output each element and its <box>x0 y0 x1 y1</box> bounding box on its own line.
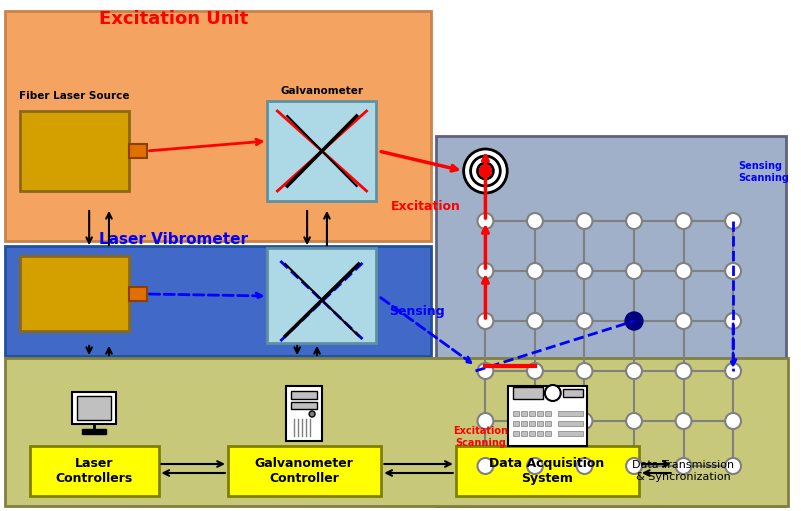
FancyBboxPatch shape <box>129 287 147 301</box>
Circle shape <box>477 363 493 379</box>
FancyBboxPatch shape <box>545 431 551 436</box>
Circle shape <box>577 213 593 229</box>
FancyBboxPatch shape <box>545 421 551 426</box>
FancyBboxPatch shape <box>286 386 322 441</box>
Text: Galvanometer: Galvanometer <box>280 86 364 96</box>
Circle shape <box>527 413 543 429</box>
FancyBboxPatch shape <box>521 411 527 416</box>
FancyBboxPatch shape <box>557 431 582 436</box>
FancyBboxPatch shape <box>30 446 159 496</box>
Circle shape <box>577 413 593 429</box>
Circle shape <box>527 213 543 229</box>
FancyBboxPatch shape <box>513 421 519 426</box>
Circle shape <box>309 411 315 417</box>
FancyBboxPatch shape <box>537 411 543 416</box>
FancyBboxPatch shape <box>513 387 543 399</box>
FancyBboxPatch shape <box>537 421 543 426</box>
Circle shape <box>626 263 642 279</box>
Circle shape <box>545 385 561 401</box>
Circle shape <box>577 263 593 279</box>
Circle shape <box>477 413 493 429</box>
FancyBboxPatch shape <box>557 411 582 416</box>
FancyBboxPatch shape <box>5 246 431 356</box>
FancyBboxPatch shape <box>456 446 639 496</box>
Circle shape <box>725 458 741 474</box>
Circle shape <box>477 213 493 229</box>
FancyBboxPatch shape <box>292 391 317 399</box>
Circle shape <box>626 313 642 329</box>
Circle shape <box>577 458 593 474</box>
FancyBboxPatch shape <box>508 386 587 446</box>
Circle shape <box>725 213 741 229</box>
FancyBboxPatch shape <box>521 431 527 436</box>
FancyBboxPatch shape <box>562 389 582 397</box>
Circle shape <box>626 363 642 379</box>
FancyBboxPatch shape <box>292 402 317 409</box>
Text: Laser Vibrometer: Laser Vibrometer <box>99 231 248 246</box>
Circle shape <box>577 313 593 329</box>
Circle shape <box>477 163 493 179</box>
Circle shape <box>626 458 642 474</box>
Circle shape <box>626 213 642 229</box>
Circle shape <box>464 149 507 193</box>
Text: Sensing
Scanning: Sensing Scanning <box>738 161 789 182</box>
FancyBboxPatch shape <box>545 411 551 416</box>
Circle shape <box>527 458 543 474</box>
Circle shape <box>725 263 741 279</box>
Circle shape <box>725 363 741 379</box>
Circle shape <box>625 312 643 330</box>
FancyBboxPatch shape <box>77 396 111 420</box>
Text: Laser
Controllers: Laser Controllers <box>55 457 133 485</box>
FancyBboxPatch shape <box>436 136 786 506</box>
FancyBboxPatch shape <box>5 358 787 506</box>
FancyBboxPatch shape <box>521 421 527 426</box>
Text: Excitation
Scanning: Excitation Scanning <box>453 426 508 448</box>
Circle shape <box>626 413 642 429</box>
Circle shape <box>470 156 501 186</box>
Text: Excitation Unit: Excitation Unit <box>99 10 248 28</box>
Circle shape <box>725 413 741 429</box>
Circle shape <box>480 165 491 177</box>
FancyBboxPatch shape <box>513 431 519 436</box>
FancyBboxPatch shape <box>513 411 519 416</box>
FancyBboxPatch shape <box>557 421 582 426</box>
FancyBboxPatch shape <box>20 256 129 331</box>
Circle shape <box>675 213 691 229</box>
Circle shape <box>477 458 493 474</box>
Text: Excitation: Excitation <box>392 199 461 213</box>
Circle shape <box>675 458 691 474</box>
Circle shape <box>527 363 543 379</box>
Circle shape <box>725 313 741 329</box>
FancyBboxPatch shape <box>529 431 535 436</box>
FancyBboxPatch shape <box>5 11 431 241</box>
FancyBboxPatch shape <box>20 111 129 191</box>
FancyBboxPatch shape <box>529 411 535 416</box>
FancyBboxPatch shape <box>129 144 147 158</box>
Circle shape <box>477 313 493 329</box>
Circle shape <box>675 313 691 329</box>
FancyBboxPatch shape <box>268 248 376 343</box>
FancyBboxPatch shape <box>72 392 116 424</box>
Text: Data Acquisition
System: Data Acquisition System <box>489 457 605 485</box>
Text: Data Transmission
& Syncronization: Data Transmission & Syncronization <box>633 460 735 482</box>
Circle shape <box>675 413 691 429</box>
FancyBboxPatch shape <box>268 101 376 201</box>
FancyBboxPatch shape <box>529 421 535 426</box>
Circle shape <box>527 263 543 279</box>
Circle shape <box>675 363 691 379</box>
Circle shape <box>527 313 543 329</box>
Text: Galvanometer
Controller: Galvanometer Controller <box>255 457 353 485</box>
Text: Sensing: Sensing <box>389 305 445 317</box>
FancyBboxPatch shape <box>537 431 543 436</box>
Circle shape <box>577 363 593 379</box>
Circle shape <box>477 263 493 279</box>
Text: Fiber Laser Source: Fiber Laser Source <box>19 91 130 101</box>
Circle shape <box>675 263 691 279</box>
FancyBboxPatch shape <box>83 429 106 434</box>
FancyBboxPatch shape <box>227 446 381 496</box>
